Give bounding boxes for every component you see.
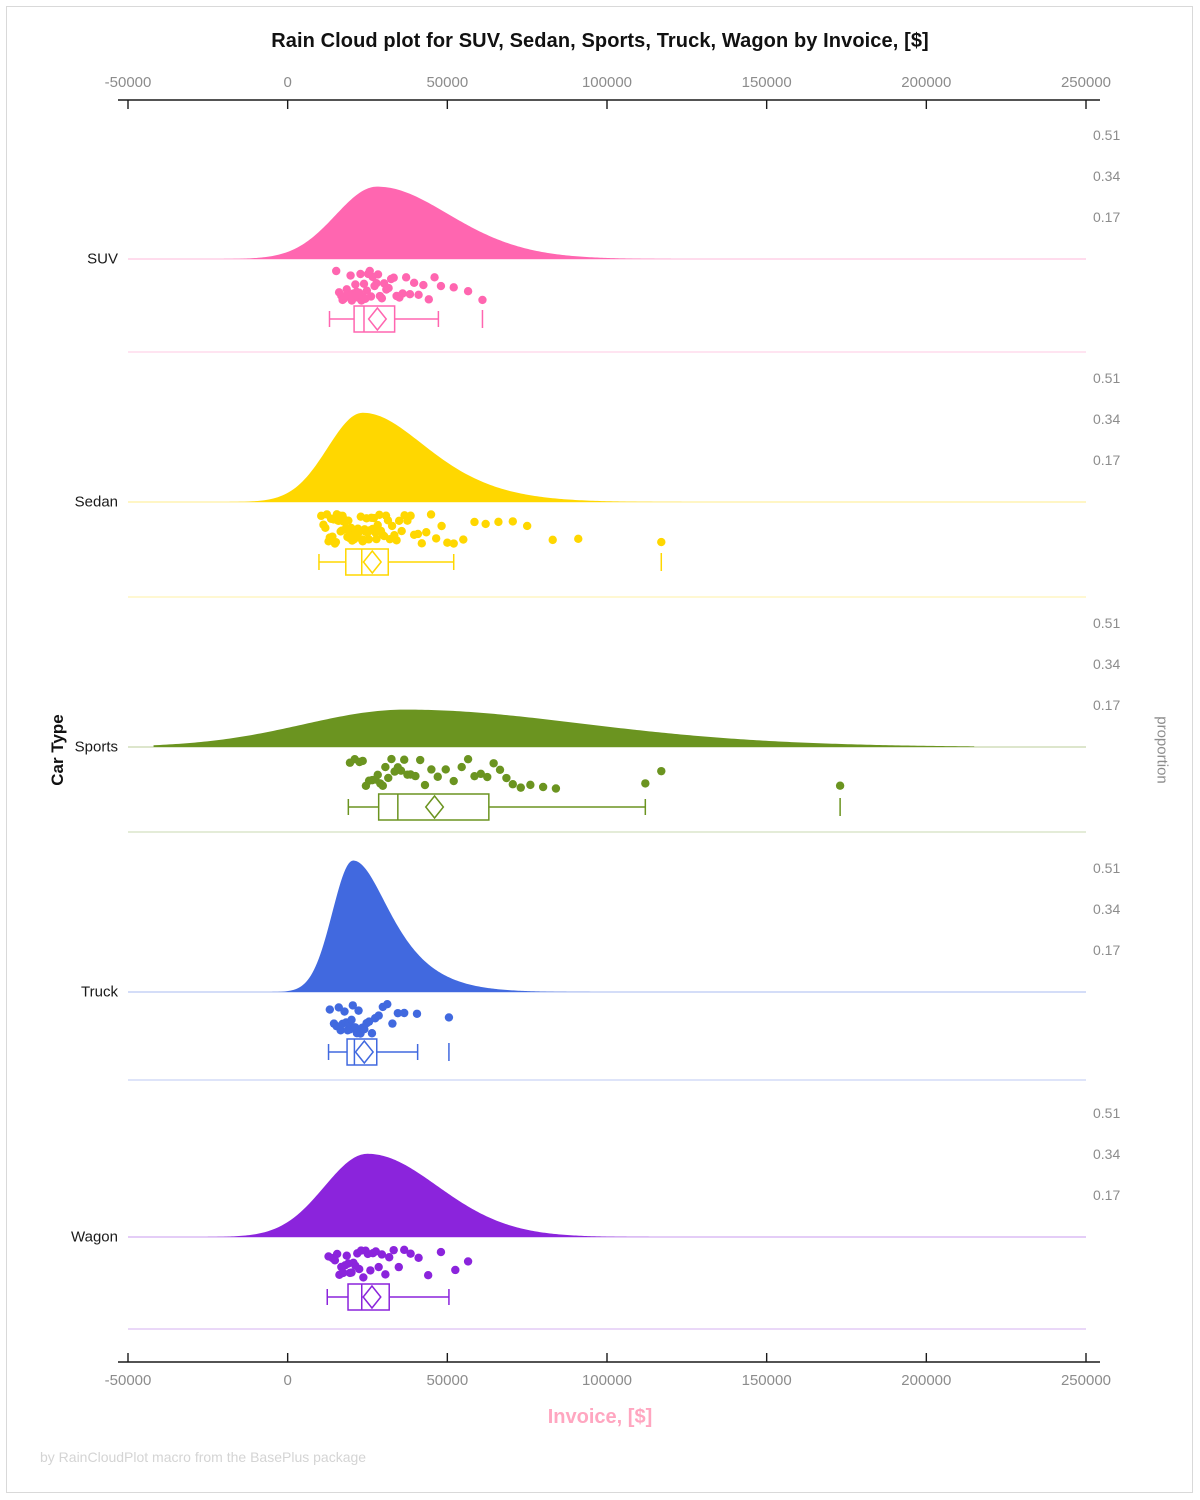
box-plot (326, 1283, 450, 1311)
proportion-tick-label: 0.51 (1093, 1105, 1121, 1121)
jittered-points (332, 266, 487, 305)
x-axis-tick-label: 0 (283, 74, 292, 91)
box-plot (318, 548, 663, 576)
x-axis-tick-label: 0 (283, 1372, 292, 1389)
proportion-tick-label: 0.51 (1093, 615, 1121, 631)
x-axis-title: Invoice, [$] (547, 1406, 653, 1428)
page-title: Rain Cloud plot for SUV, Sedan, Sports, … (271, 30, 929, 52)
x-axis-bottom (118, 1353, 1100, 1363)
density-curve (217, 412, 799, 502)
panel-sedan (128, 412, 1086, 598)
footnote: by RainCloudPlot macro from the BasePlus… (40, 1449, 367, 1465)
x-axis-top (118, 99, 1100, 109)
proportion-tick-label: 0.17 (1093, 942, 1121, 958)
category-label-sedan: Sedan (74, 493, 118, 511)
x-axis-tick-label: 50000 (426, 74, 469, 91)
box-plot (347, 793, 841, 821)
proportion-tick-label: 0.51 (1093, 127, 1121, 143)
jittered-points (324, 1245, 473, 1282)
x-axis-tick-label: 150000 (741, 1372, 792, 1389)
category-label-sports: Sports (74, 738, 118, 756)
panel-wagon (128, 1153, 1086, 1330)
x-axis-tick-label: 100000 (581, 1372, 633, 1389)
proportion-tick-label: 0.51 (1093, 370, 1121, 386)
proportion-tick-label: 0.17 (1093, 452, 1121, 468)
x-axis-tick-label: 200000 (901, 74, 952, 91)
density-curve (153, 709, 975, 747)
x-axis-tick-label: 150000 (741, 74, 792, 91)
density-curve (262, 860, 671, 992)
density-curve (207, 1153, 655, 1237)
proportion-tick-label: 0.51 (1093, 860, 1121, 876)
panel-suv (128, 186, 1086, 353)
density-curve (223, 186, 671, 259)
category-label-wagon: Wagon (71, 1228, 118, 1246)
y-axis-title-left: Car Type (47, 714, 67, 786)
proportion-tick-label: 0.17 (1093, 1187, 1121, 1203)
x-axis-tick-label: 200000 (901, 1372, 952, 1389)
y-axis-title-right: proportion (1153, 716, 1171, 784)
x-axis-tick-label: -50000 (104, 1372, 152, 1389)
x-axis-tick-label: 50000 (426, 1372, 469, 1389)
proportion-tick-label: 0.34 (1093, 411, 1121, 427)
proportion-tick-label: 0.17 (1093, 697, 1121, 713)
category-label-truck: Truck (81, 983, 118, 1001)
category-label-suv: SUV (87, 250, 118, 268)
x-axis-tick-label: 100000 (581, 74, 633, 91)
jittered-points (345, 754, 845, 793)
proportion-tick-label: 0.34 (1093, 656, 1121, 672)
panel-truck (128, 860, 1086, 1081)
jittered-points (325, 999, 454, 1038)
x-axis-tick-label: 250000 (1060, 1372, 1112, 1389)
proportion-tick-label: 0.34 (1093, 168, 1121, 184)
proportion-tick-label: 0.17 (1093, 209, 1121, 225)
panel-sports (128, 709, 1086, 833)
box-plot (327, 1038, 450, 1066)
x-axis-tick-label: 250000 (1060, 74, 1112, 91)
box-plot (328, 305, 484, 333)
proportion-tick-label: 0.34 (1093, 1146, 1121, 1162)
jittered-points (317, 510, 666, 548)
proportion-tick-label: 0.34 (1093, 901, 1121, 917)
x-axis-tick-label: -50000 (104, 74, 152, 91)
